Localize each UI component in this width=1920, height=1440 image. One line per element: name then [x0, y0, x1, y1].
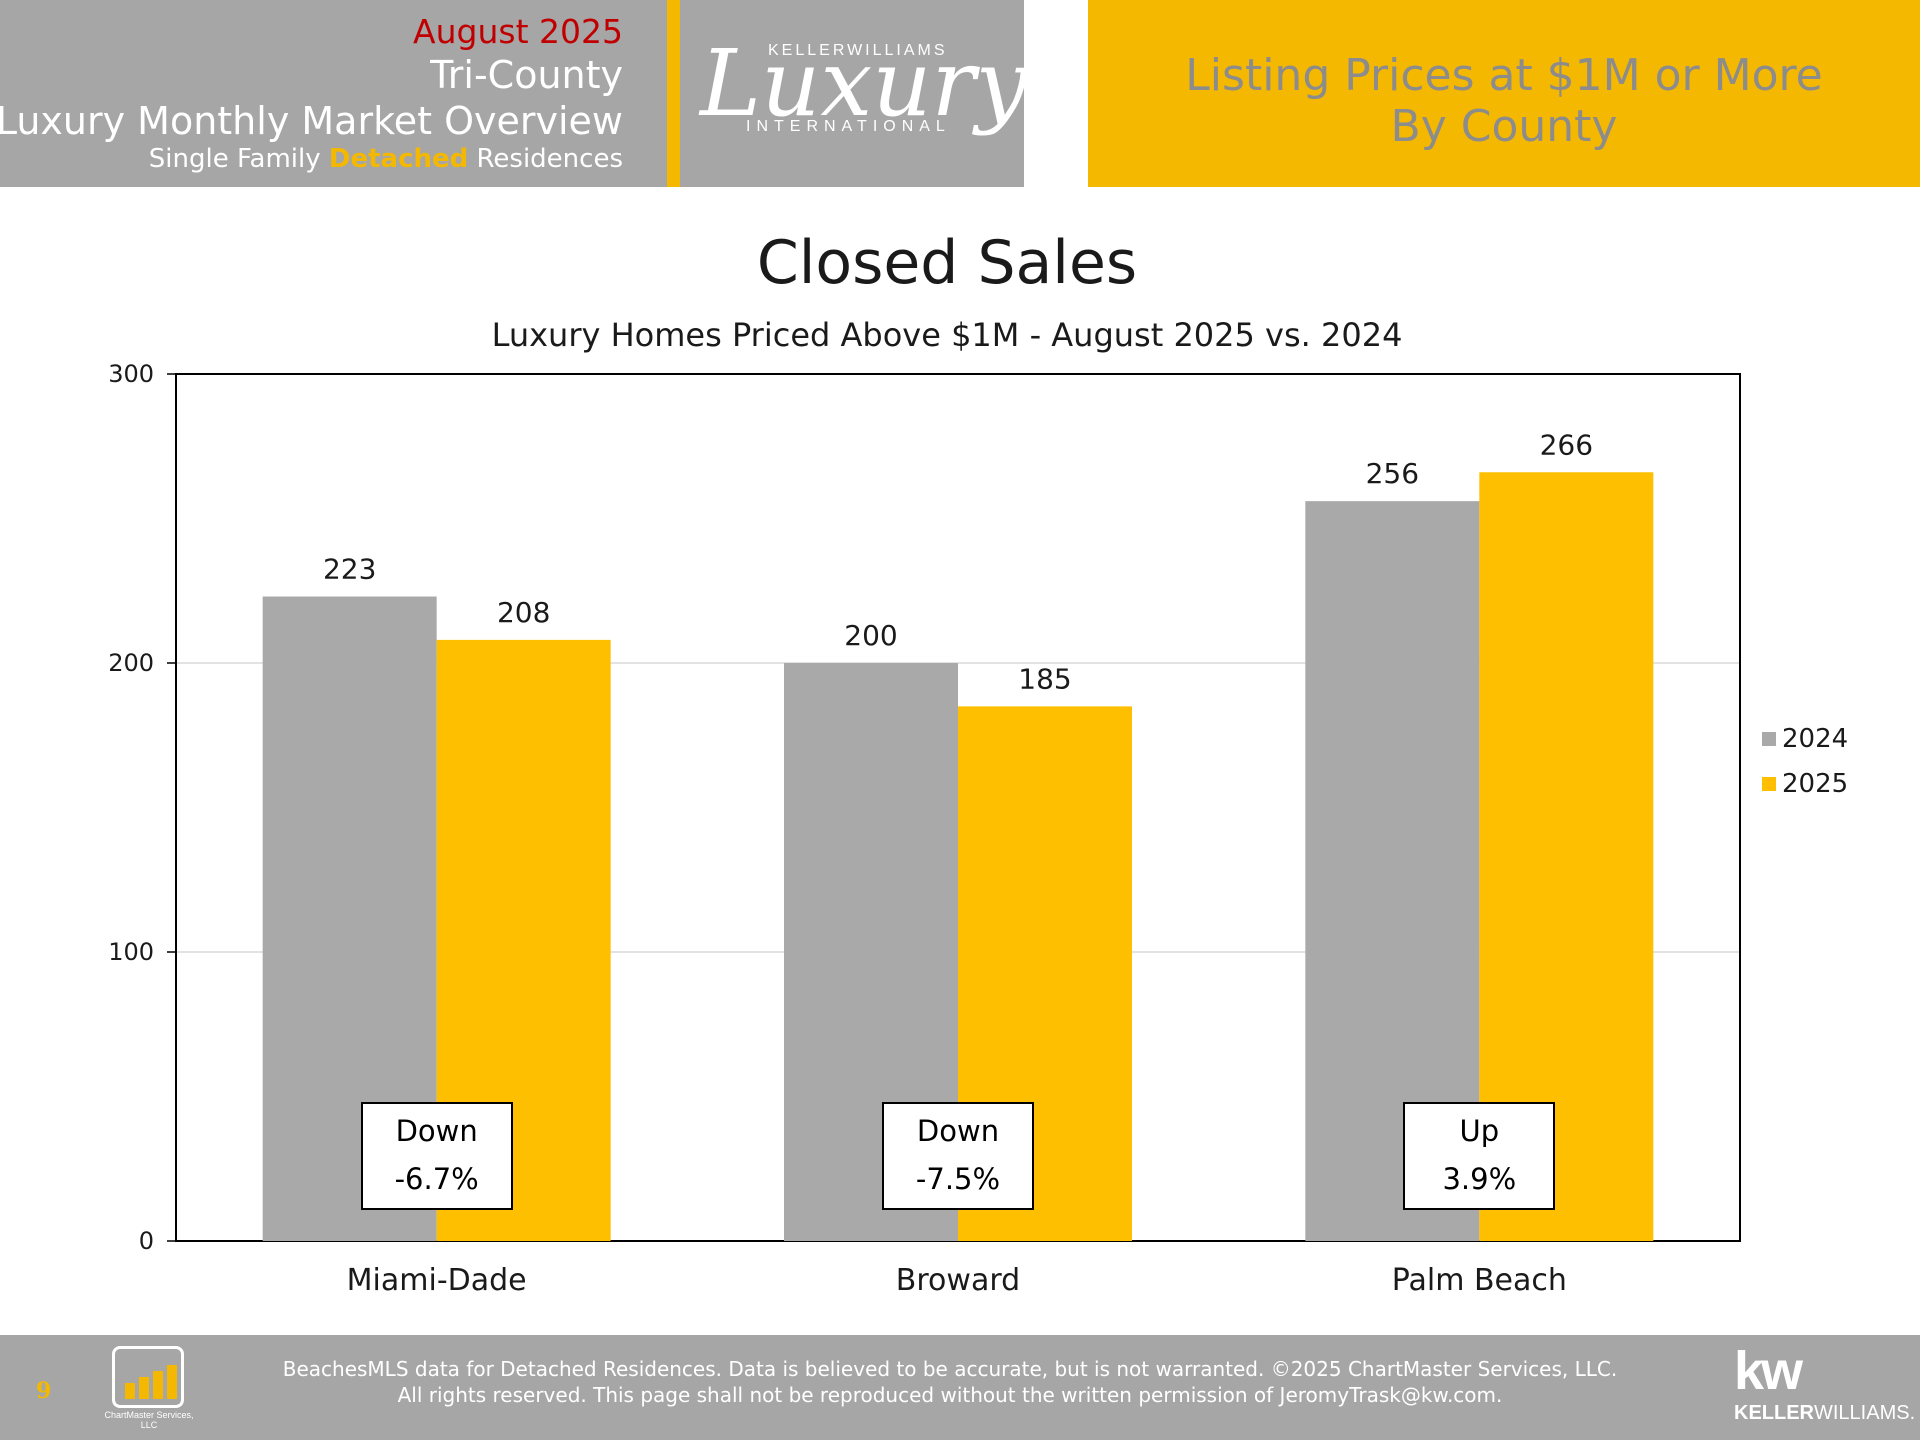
- kw-luxury-logo-bottom: INTERNATIONAL: [746, 118, 951, 135]
- change-annotation: Up 3.9%: [1403, 1102, 1556, 1210]
- change-annotation: Down -6.7%: [360, 1102, 513, 1210]
- kw-luxury-logo-script: Luxury: [700, 30, 1028, 137]
- change-percent: 3.9%: [1442, 1162, 1517, 1196]
- x-category-label: Palm Beach: [1392, 1263, 1567, 1298]
- subtitle-post: Residences: [468, 144, 624, 174]
- header-right-panel: [1088, 0, 1920, 187]
- footer-bar: [0, 1335, 1920, 1440]
- legend-swatch-2024: [1762, 731, 1776, 746]
- legend-item-2024: 2024: [1762, 716, 1848, 761]
- chartmaster-logo-text: ChartMaster Services, LLC: [104, 1410, 194, 1430]
- y-tick-label: 100: [108, 938, 154, 966]
- change-direction: Down: [916, 1114, 1000, 1148]
- kw-logo-mark: kw: [1734, 1341, 1803, 1401]
- kw-logo-word-rest: WILLIAMS.: [1814, 1402, 1916, 1424]
- legend-label-2025: 2025: [1782, 768, 1849, 799]
- change-direction: Down: [395, 1114, 478, 1148]
- bar-value-label: 200: [844, 619, 897, 652]
- bar-value-label: 223: [323, 553, 376, 586]
- legend-label-2024: 2024: [1782, 723, 1849, 754]
- legend-item-2025: 2025: [1762, 761, 1848, 806]
- change-direction: Up: [1459, 1114, 1500, 1148]
- header-left-panel: [0, 0, 667, 187]
- chartmaster-logo-bar: [153, 1371, 163, 1399]
- header-logo-panel: [680, 0, 1024, 187]
- bar-value-label: 185: [1018, 662, 1071, 695]
- chartmaster-logo-bar: [167, 1365, 177, 1399]
- kw-luxury-logo-top: KELLERWILLIAMS: [768, 42, 948, 59]
- chartmaster-logo-bar: [139, 1377, 149, 1399]
- report-subtitle: Single Family Detached Residences: [149, 144, 623, 174]
- header-accent-stripe: [667, 0, 680, 187]
- y-tick-label: 300: [108, 360, 154, 388]
- section-title-line1: Listing Prices at $1M or More: [1185, 50, 1823, 101]
- chart-title: Closed Sales: [756, 228, 1138, 298]
- chart-legend: 2024 2025: [1762, 716, 1848, 806]
- kw-logo-word-bold: KELLER: [1734, 1402, 1814, 1424]
- y-tick-label: 0: [139, 1227, 154, 1255]
- bar-value-label: 256: [1366, 457, 1419, 490]
- y-tick-label: 200: [108, 649, 154, 677]
- report-region: Tri-County: [430, 53, 623, 97]
- report-date: August 2025: [413, 12, 623, 51]
- change-percent: -7.5%: [915, 1162, 1001, 1196]
- footer-disclaimer-line2: All rights reserved. This page shall not…: [397, 1383, 1503, 1407]
- bar-value-label: 266: [1540, 428, 1593, 461]
- section-title-line2: By County: [1390, 101, 1618, 152]
- subtitle-accent: Detached: [328, 144, 469, 174]
- legend-swatch-2025: [1762, 776, 1776, 791]
- chart-subtitle: Luxury Homes Priced Above $1M - August 2…: [491, 316, 1403, 354]
- chartmaster-logo-bar: [125, 1383, 135, 1399]
- change-annotation: Down -7.5%: [882, 1102, 1034, 1210]
- kw-logo-wordmark: KELLERWILLIAMS.: [1734, 1402, 1915, 1425]
- chartmaster-logo-icon: [112, 1346, 184, 1408]
- bar-value-label: 208: [497, 596, 550, 629]
- change-percent: -6.7%: [394, 1162, 479, 1196]
- subtitle-pre: Single Family: [148, 144, 329, 174]
- page-number: 9: [36, 1378, 52, 1404]
- report-title: Luxury Monthly Market Overview: [0, 99, 623, 143]
- x-category-label: Miami-Dade: [347, 1263, 527, 1298]
- footer-disclaimer-line1: BeachesMLS data for Detached Residences.…: [282, 1357, 1618, 1381]
- x-category-label: Broward: [896, 1263, 1020, 1298]
